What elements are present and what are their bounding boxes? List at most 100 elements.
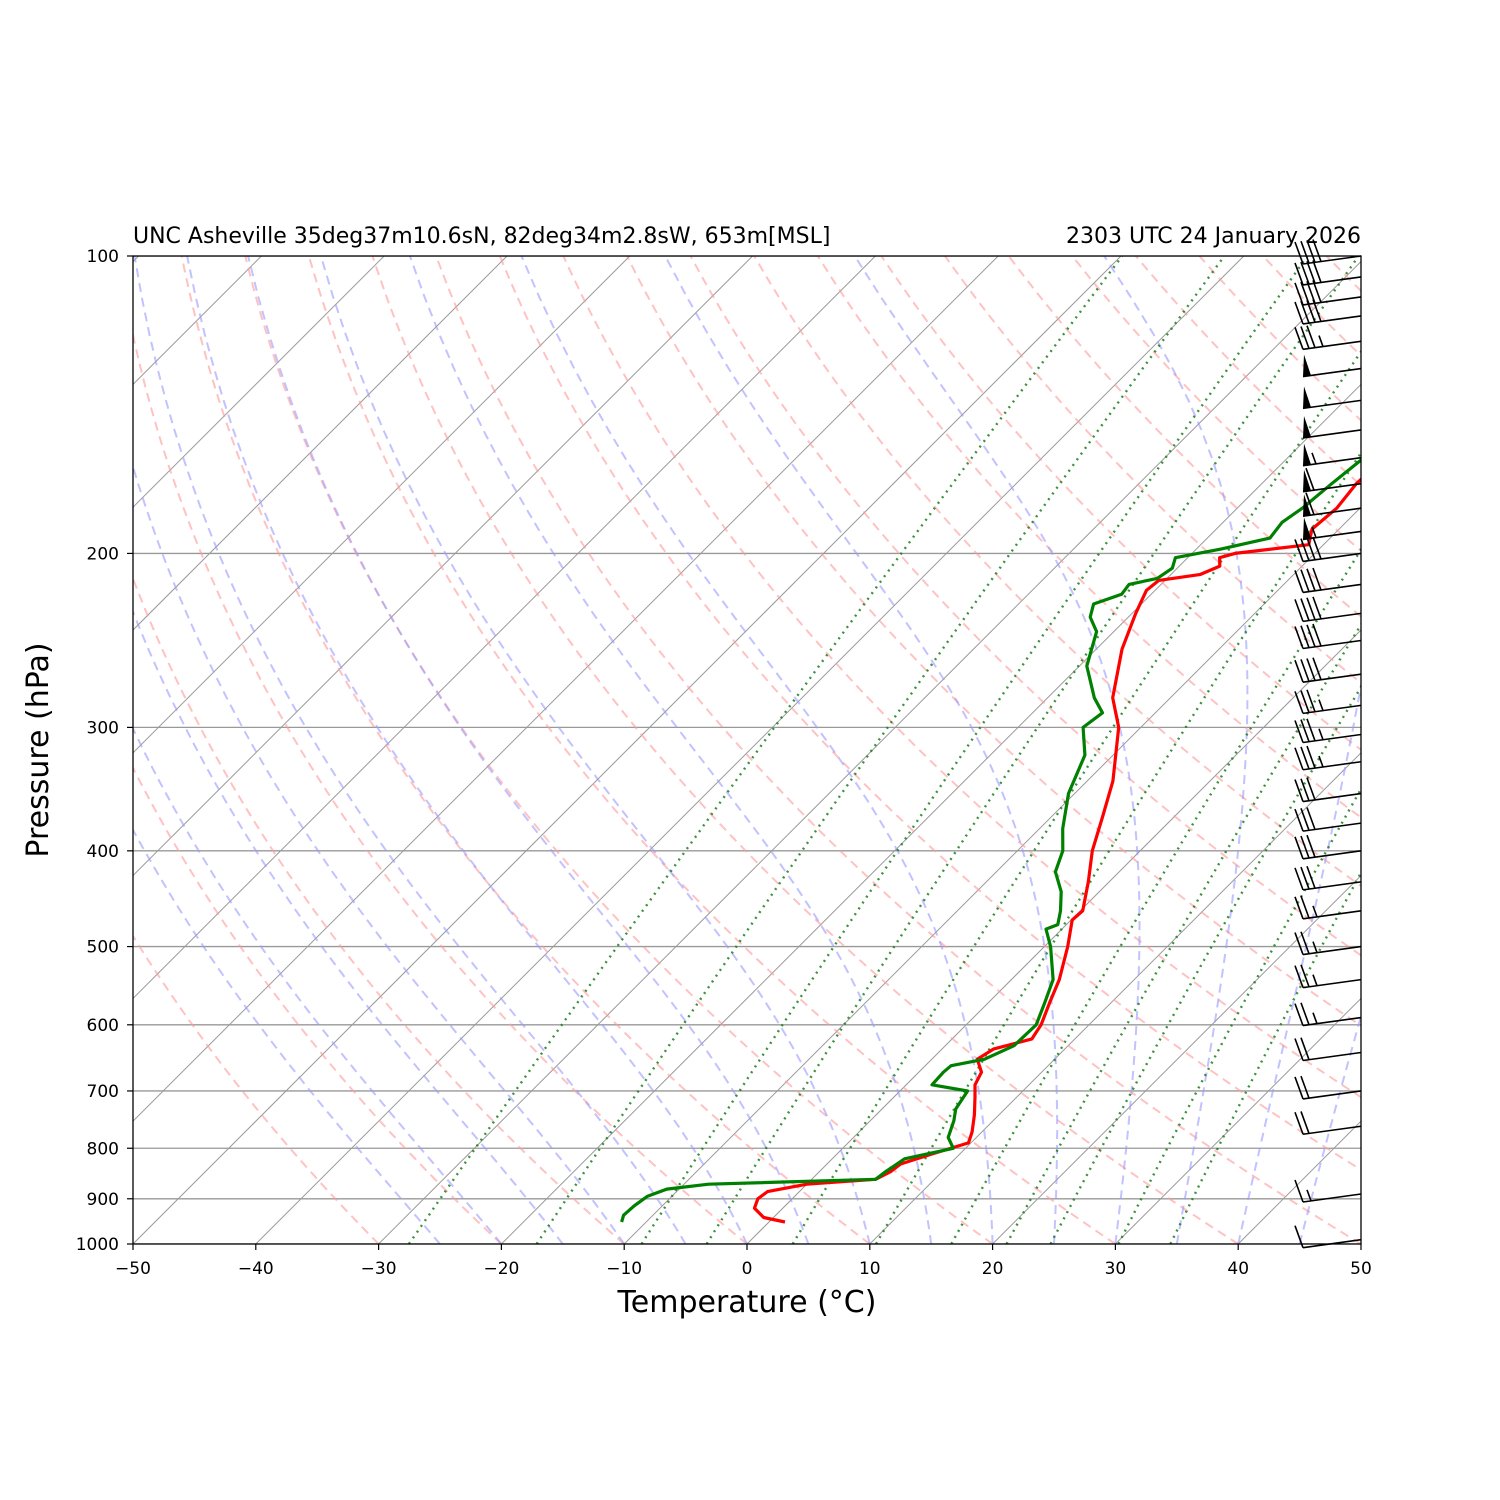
wind-barb — [1294, 1111, 1362, 1136]
wind-barb — [1294, 1002, 1362, 1027]
wind-barb-staff — [1302, 792, 1362, 803]
moist-adiabat — [853, 256, 1141, 1244]
moist-adiabat — [133, 256, 687, 1244]
wind-barb-full — [1300, 866, 1310, 890]
isotherm-line — [133, 256, 508, 631]
wind-barb-staff — [1302, 1193, 1362, 1203]
wind-barb-full — [1306, 537, 1316, 561]
dry-adiabat — [1135, 256, 1361, 487]
wind-barb-full — [1312, 239, 1322, 262]
wind-barb-full — [1294, 626, 1304, 649]
wind-barb-full — [1294, 1076, 1304, 1100]
wind-barb — [1302, 415, 1362, 439]
mixing-ratio-line — [1169, 870, 1361, 1244]
wind-barb-full — [1300, 895, 1310, 919]
moist-adiabat — [520, 256, 994, 1244]
wind-barb — [1294, 567, 1362, 594]
dry-adiabat — [133, 330, 748, 1244]
wind-barb-full — [1294, 779, 1304, 802]
wind-barb-full — [1294, 932, 1304, 955]
wind-barb-half — [1306, 1189, 1312, 1202]
isotherm-line — [501, 383, 1361, 1244]
y-tick-label: 1000 — [76, 1235, 119, 1255]
isotherm-line — [133, 256, 1122, 1244]
x-tick-label: −50 — [115, 1259, 151, 1279]
wind-barb-full — [1294, 808, 1304, 832]
wind-barb-full — [1294, 965, 1304, 988]
wind-barb-full — [1294, 241, 1304, 265]
wind-barb-full — [1294, 867, 1304, 891]
wind-barb-full — [1294, 659, 1304, 683]
dry-adiabat — [180, 256, 871, 1244]
dry-adiabat — [133, 765, 503, 1244]
isotherm-line — [133, 256, 385, 508]
axis-ticks: −50 −40 −30 −20 −10 0 10 20 30 40 50 1000 900 800 700 6… — [76, 247, 1372, 1279]
wind-barb-staff — [1302, 296, 1362, 306]
sounding-traces — [620, 457, 1361, 1224]
x-axis-label: Temperature (°C) — [617, 1285, 877, 1320]
wind-barb-full — [1306, 689, 1316, 713]
moist-adiabat — [133, 726, 503, 1244]
y-tick-label: 300 — [87, 718, 119, 738]
wind-barb-full — [1306, 624, 1316, 648]
wind-barb-staff — [1302, 910, 1362, 920]
dry-adiabat — [753, 256, 1361, 888]
wind-barb-full — [1312, 567, 1322, 591]
wind-barb-flag — [1303, 354, 1311, 377]
wind-barb-staff — [1302, 429, 1362, 439]
moist-adiabat — [664, 256, 1059, 1244]
y-tick-label: 600 — [87, 1016, 119, 1036]
wind-barb-half — [1312, 941, 1318, 953]
y-axis-label: Pressure (hPa) — [21, 642, 56, 857]
y-tick-label: 800 — [87, 1139, 119, 1159]
wind-barb-full — [1294, 539, 1304, 562]
wind-barb-full — [1294, 1038, 1304, 1061]
wind-barb-full — [1294, 262, 1304, 286]
isotherm-line — [255, 256, 1245, 1244]
wind-barb — [1294, 1179, 1362, 1203]
wind-barb-half — [1318, 335, 1324, 347]
x-tick-label: 20 — [982, 1259, 1004, 1279]
wind-barb-full — [1306, 807, 1316, 830]
wind-barb-staff — [1302, 507, 1362, 518]
y-tick-label: 100 — [87, 247, 119, 267]
wind-barb-staff — [1302, 315, 1362, 325]
wind-barb-full — [1300, 1111, 1310, 1134]
moist-adiabat — [1237, 679, 1361, 1244]
wind-barb — [1294, 777, 1362, 803]
x-tick-label: 10 — [859, 1259, 881, 1279]
wind-barb-full — [1312, 596, 1322, 620]
wind-barb-full — [1300, 1002, 1310, 1026]
wind-barb-full — [1300, 690, 1310, 713]
wind-barb-full — [1300, 240, 1310, 264]
wind-barb-full — [1294, 570, 1304, 593]
x-tick-label: −10 — [606, 1259, 642, 1279]
moist-adiabat — [247, 256, 810, 1244]
wind-barb-full — [1294, 720, 1304, 743]
dry-adiabat — [880, 256, 1361, 752]
wind-barb-full — [1300, 746, 1310, 770]
isotherm-line — [0, 256, 16, 1244]
wind-barb-flag — [1303, 494, 1311, 517]
wind-barb-staff — [1302, 704, 1362, 715]
mixing-ratio-line — [705, 256, 1360, 1244]
wind-barb-full — [1312, 536, 1322, 560]
wind-barb-staff — [1302, 881, 1362, 891]
moist-adiabat — [1103, 256, 1249, 1244]
wind-barb-staff — [1302, 399, 1362, 410]
moist-adiabat — [133, 609, 564, 1244]
wind-barb-full — [1300, 300, 1310, 324]
isotherm-line — [1484, 256, 1500, 1244]
dry-adiabat — [1007, 256, 1361, 618]
y-tick-label: 200 — [87, 544, 119, 564]
wind-barb — [1302, 443, 1362, 467]
wind-barb — [1294, 964, 1362, 989]
background-lines — [0, 256, 1500, 1244]
dry-adiabat — [133, 575, 625, 1244]
wind-barb-full — [1294, 301, 1304, 325]
wind-barb-full — [1306, 240, 1316, 263]
wind-barb-half — [1318, 755, 1324, 768]
wind-barb-staff — [1302, 583, 1362, 594]
wind-barb-full — [1294, 327, 1304, 350]
dry-adiabat — [1262, 256, 1361, 357]
